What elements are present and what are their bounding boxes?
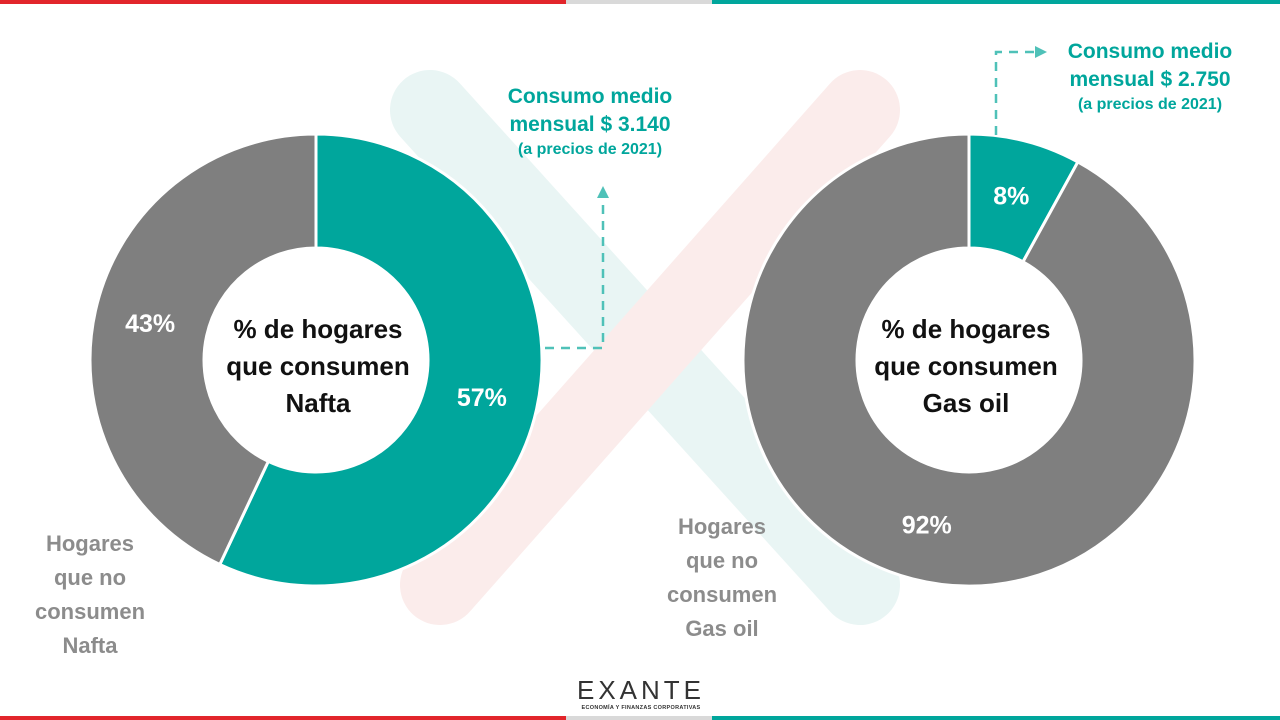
- annotation-note: (a precios de 2021): [1077, 96, 1223, 113]
- top-bar-teal: [712, 0, 1280, 4]
- donut-chart-gasoil: 8% 92%: [741, 132, 1197, 588]
- slice-value-label-nafta-1: 43%: [125, 310, 175, 338]
- center-title-line: Gas oil: [922, 388, 1010, 418]
- donut-chart-nafta: 57% 43%: [88, 132, 544, 588]
- outside-label-line: consumen: [34, 599, 146, 624]
- outside-label-line: que no: [685, 548, 759, 573]
- outside-label-line: Hogares: [45, 531, 135, 556]
- exante-logo: EXANTE ECONOMÍA Y FINANZAS CORPORATIVAS: [566, 676, 716, 712]
- donut-slice-nafta-0: [217, 132, 544, 588]
- outside-label-line: Nafta: [62, 633, 118, 658]
- annotation-line: Consumo medio: [1067, 40, 1233, 63]
- outside-label-line: Gas oil: [685, 616, 759, 641]
- outside-label-gasoil: Hogares que no consumen Gas oil: [642, 510, 802, 646]
- annotation-nafta: Consumo medio mensual $ 3.140 (a precios…: [480, 83, 700, 161]
- center-title-line: % de hogares: [881, 314, 1051, 344]
- bottom-bar-red: [0, 716, 566, 720]
- annotation-gasoil: Consumo medio mensual $ 2.750 (a precios…: [1040, 38, 1260, 116]
- bottom-bar-teal: [712, 716, 1280, 720]
- outside-label-line: que no: [53, 565, 127, 590]
- annotation-connector-nafta: [545, 198, 605, 350]
- top-bar-gray: [566, 0, 712, 4]
- center-title-gasoil: % de hogares que consumen Gas oil: [851, 311, 1081, 422]
- arrowhead-nafta: [597, 186, 609, 198]
- slice-value-label-nafta-0: 57%: [457, 384, 507, 412]
- annotation-line: Consumo medio: [507, 85, 673, 108]
- center-title-line: % de hogares: [233, 314, 403, 344]
- center-title-line: que consumen: [874, 351, 1058, 381]
- annotation-line: mensual $ 3.140: [509, 113, 671, 136]
- logo-tagline: ECONOMÍA Y FINANZAS CORPORATIVAS: [581, 705, 701, 711]
- bottom-bar-gray: [566, 716, 712, 720]
- annotation-connector-gasoil: [994, 50, 1035, 135]
- center-title-line: Nafta: [285, 388, 351, 418]
- outside-label-line: Hogares: [677, 514, 767, 539]
- donut-slice-gasoil-1: [741, 132, 1197, 588]
- center-title-nafta: % de hogares que consumen Nafta: [203, 311, 433, 422]
- center-title-line: que consumen: [226, 351, 410, 381]
- annotation-note: (a precios de 2021): [517, 141, 663, 158]
- slice-value-label-gasoil-0: 8%: [993, 182, 1029, 210]
- outside-label-line: consumen: [666, 582, 778, 607]
- arrowhead-gasoil: [1035, 46, 1047, 58]
- logo-word: EXANTE: [576, 675, 706, 705]
- top-bar-red: [0, 0, 566, 4]
- watermark-red-stroke: [400, 70, 900, 625]
- annotation-line: mensual $ 2.750: [1069, 68, 1231, 91]
- slice-value-label-gasoil-1: 92%: [902, 512, 952, 540]
- donut-slice-nafta-1: [88, 132, 318, 567]
- outside-label-nafta: Hogares que no consumen Nafta: [10, 527, 170, 663]
